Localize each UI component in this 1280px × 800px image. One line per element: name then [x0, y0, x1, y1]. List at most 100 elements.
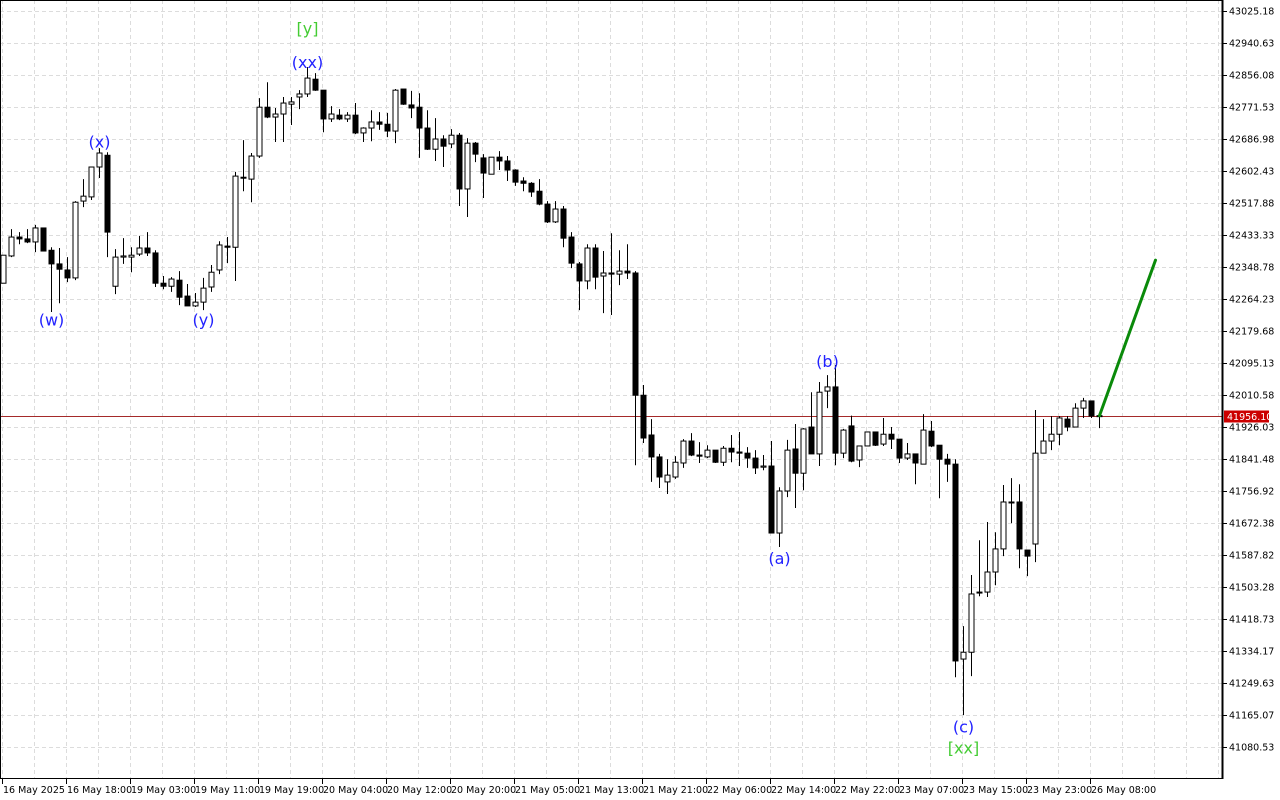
- candle: [824, 375, 831, 409]
- candle: [48, 247, 55, 312]
- candle: [432, 118, 439, 161]
- candle-body-bull: [1040, 440, 1047, 454]
- candle-body-bull: [464, 142, 471, 190]
- time-tick-label: 20 May 04:00: [323, 785, 388, 796]
- candle-body-bull: [840, 429, 847, 454]
- candle-body-bull: [488, 156, 495, 175]
- candle-body-bear: [544, 203, 551, 223]
- candle: [1016, 484, 1023, 569]
- candle: [808, 392, 815, 455]
- candle: [576, 262, 583, 311]
- price-tick-label: 41672.38: [1229, 519, 1274, 530]
- candle-body-bear: [16, 236, 23, 240]
- candle: [16, 232, 23, 245]
- candle-body-bear: [48, 249, 55, 265]
- candle-body-bull: [240, 176, 247, 179]
- candle-body-bull: [1056, 417, 1063, 435]
- candle-body-bear: [400, 88, 407, 105]
- candle-body-bear: [896, 438, 903, 459]
- candle: [416, 93, 423, 158]
- candle-body-bull: [856, 445, 863, 461]
- candle: [344, 112, 351, 122]
- candle: [1032, 410, 1039, 563]
- candle-body-bull: [368, 121, 375, 129]
- candle-body-bear: [744, 452, 751, 459]
- candle-body-bear: [608, 272, 615, 275]
- candle: [400, 88, 407, 105]
- candle: [304, 67, 311, 97]
- price-tick-label: 41587.82: [1229, 551, 1274, 562]
- candle: [624, 244, 631, 280]
- price-tick-label: 41756.92: [1229, 487, 1274, 498]
- price-tick-label: 41165.07: [1229, 711, 1274, 722]
- wave-label: (y): [193, 311, 215, 330]
- candle-body-bull: [168, 278, 175, 287]
- candle: [128, 247, 135, 273]
- plot-frame: [0, 0, 1223, 779]
- candle: [144, 232, 151, 256]
- candle: [488, 156, 495, 175]
- price-tick-label: 42433.33: [1229, 231, 1274, 242]
- candle: [496, 151, 503, 171]
- time-tick-label: 23 May 07:00: [899, 785, 964, 796]
- candle-body-bull: [704, 449, 711, 458]
- candle: [1080, 397, 1087, 418]
- candle: [728, 434, 735, 463]
- candle-body-bear: [56, 263, 63, 270]
- candle: [264, 82, 271, 119]
- candle-body-bear: [376, 121, 383, 125]
- candle-body-bull: [288, 101, 295, 105]
- candle: [880, 417, 887, 446]
- candle-body-bull: [1048, 433, 1055, 442]
- candle-body-bear: [648, 434, 655, 458]
- candle-body-bull: [112, 256, 119, 287]
- forecast-arrow-line: [1098, 258, 1157, 418]
- candle: [184, 283, 191, 307]
- candle-body-bear: [560, 208, 567, 239]
- candle: [8, 229, 15, 258]
- candle-body-bull: [392, 89, 399, 132]
- candle: [520, 177, 527, 192]
- candles: [0, 67, 1103, 716]
- candle: [504, 156, 511, 182]
- price-tick-label: 43025.18: [1229, 7, 1274, 18]
- candle-body-bull: [880, 433, 887, 445]
- candle: [80, 179, 87, 208]
- candle-body-bull: [96, 152, 103, 168]
- candle: [464, 138, 471, 217]
- candle-body-bull: [864, 431, 871, 447]
- candle: [320, 89, 327, 133]
- price-tick-label: 41249.63: [1229, 679, 1274, 690]
- candle: [976, 540, 983, 597]
- candle: [384, 112, 391, 138]
- candle-body-bull: [80, 195, 87, 202]
- price-tick-label: 42264.23: [1229, 295, 1274, 306]
- candle: [600, 251, 607, 314]
- candle-body-bull: [776, 490, 783, 534]
- candle-body-bear: [872, 431, 879, 446]
- candle-body-bull: [904, 453, 911, 459]
- time-tick-label: 23 May 23:00: [1027, 785, 1092, 796]
- candle: [136, 235, 143, 256]
- candle-body-bull: [72, 201, 79, 279]
- candle-body-bear: [832, 386, 839, 454]
- time-tick-label: 20 May 20:00: [451, 785, 516, 796]
- time-tick-label: 21 May 21:00: [643, 785, 708, 796]
- candle: [1056, 416, 1063, 446]
- candle: [608, 233, 615, 316]
- candle: [56, 248, 63, 304]
- candle-body-bull: [232, 175, 239, 248]
- candle-body-bull: [448, 134, 455, 145]
- candle: [368, 110, 375, 142]
- candle-body-bear: [416, 106, 423, 129]
- candle: [864, 431, 871, 447]
- candle: [168, 277, 175, 292]
- price-axis[interactable]: 43025.18 42940.63 42856.08 42771.53 42686.98…: [1223, 7, 1274, 754]
- candle: [448, 129, 455, 149]
- candle-body-bear: [688, 440, 695, 456]
- wave-label: (xx): [292, 53, 323, 72]
- time-tick-label: 21 May 13:00: [579, 785, 644, 796]
- candle-body-bull: [672, 461, 679, 478]
